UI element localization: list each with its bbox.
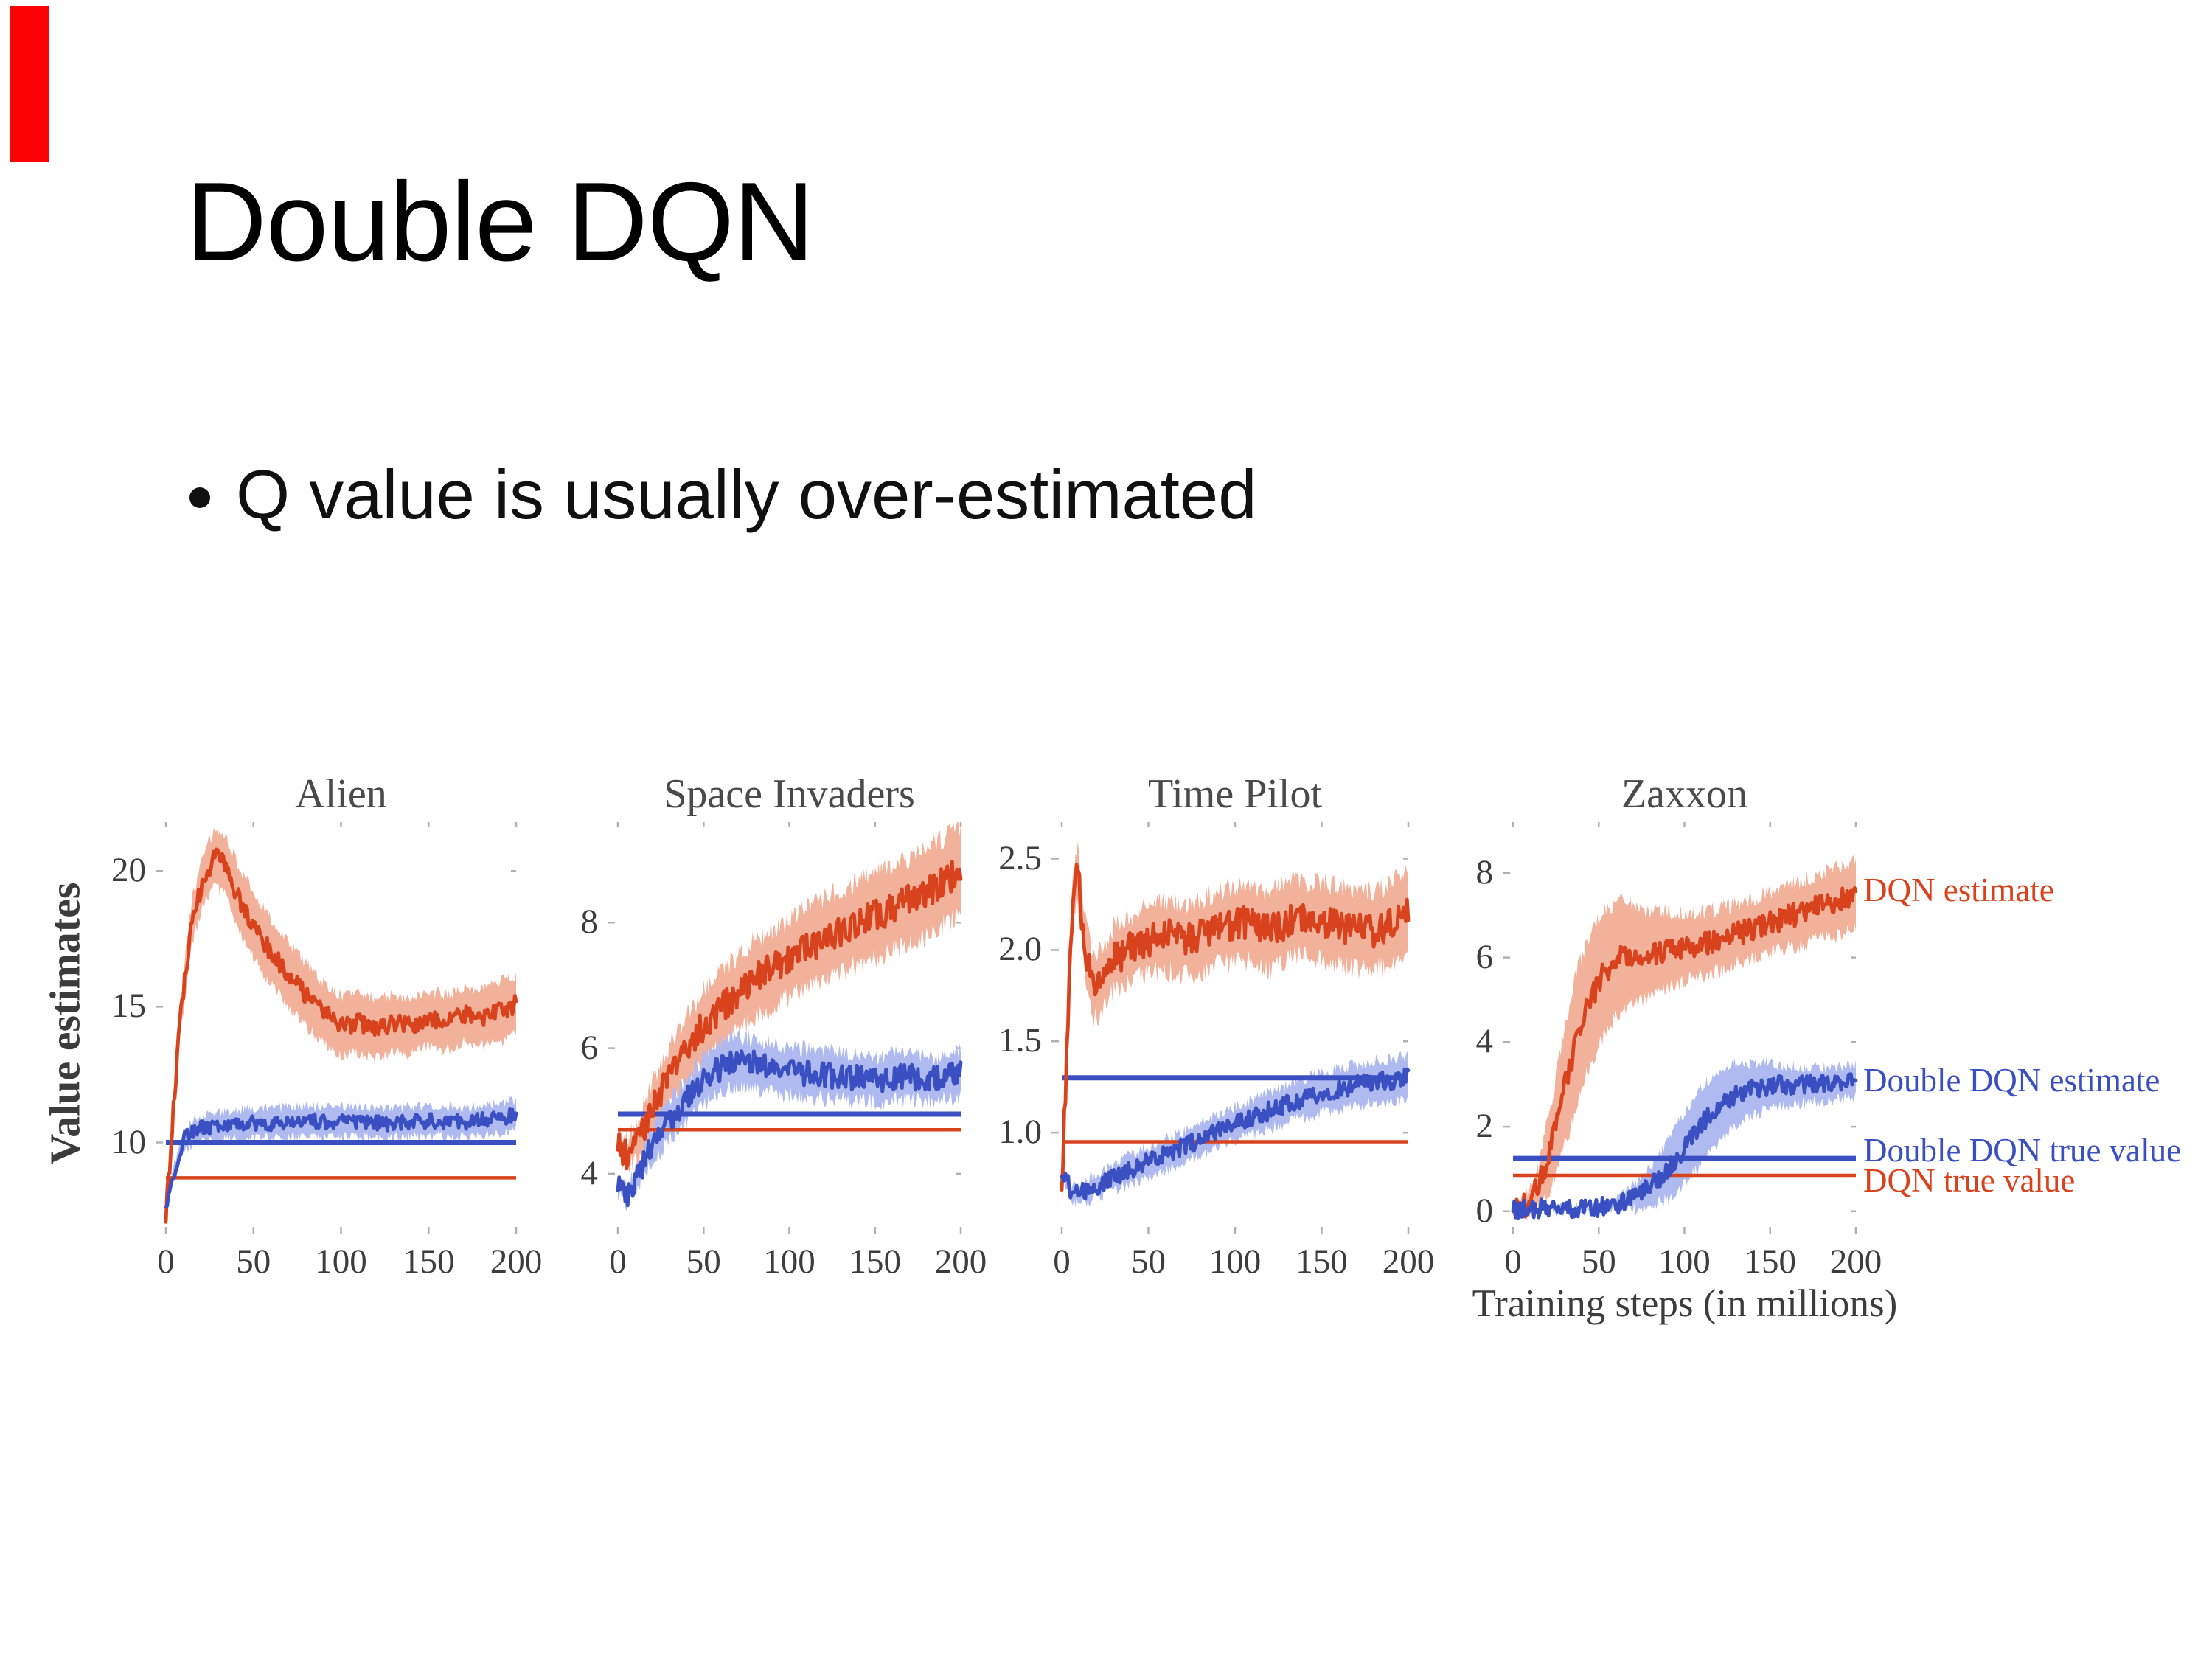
chart-time-pilot xyxy=(1051,822,1411,1234)
legend-label: Double DQN estimate xyxy=(1863,1061,2160,1099)
y-tick-label: 8 xyxy=(1475,852,1494,891)
x-tick-label: 200 xyxy=(1829,1242,1882,1281)
x-tick-label: 100 xyxy=(763,1242,815,1281)
x-tick-label: 100 xyxy=(1658,1242,1711,1281)
x-tick-label: 150 xyxy=(1295,1242,1348,1281)
y-tick-label: 2.5 xyxy=(998,838,1042,877)
y-tick-label: 4 xyxy=(1475,1022,1494,1061)
slide-title: Double DQN xyxy=(186,159,815,285)
x-tick-label: 50 xyxy=(1131,1242,1166,1281)
chart-title: Alien xyxy=(295,771,387,817)
chart-title: Space Invaders xyxy=(664,771,915,817)
series-line-dqn xyxy=(616,860,963,1171)
x-axis-label: Training steps (in millions) xyxy=(1472,1282,1898,1325)
y-tick-label: 8 xyxy=(580,902,599,942)
tick-marks xyxy=(1503,822,1857,1234)
bullet-list: Q value is usually over-estimated xyxy=(183,451,1256,538)
x-tick-label: 50 xyxy=(686,1242,721,1281)
x-tick-label: 100 xyxy=(1208,1242,1262,1281)
series-line-ddqn xyxy=(616,1049,963,1208)
y-tick-label: 2.0 xyxy=(998,930,1042,969)
x-tick-label: 200 xyxy=(1382,1242,1435,1281)
y-tick-label: 6 xyxy=(1475,937,1494,976)
series-line-dqn xyxy=(1060,863,1411,1192)
x-tick-label: 0 xyxy=(609,1242,627,1281)
figure: Value estimates Training steps (in milli… xyxy=(0,767,2212,1445)
x-tick-label: 150 xyxy=(849,1242,902,1281)
x-tick-label: 0 xyxy=(1504,1242,1522,1281)
y-tick-label: 2 xyxy=(1475,1107,1494,1146)
legend-label: Double DQN true value xyxy=(1863,1131,2182,1169)
band-ddqn xyxy=(1062,1051,1408,1208)
y-tick-label: 15 xyxy=(111,987,146,1026)
x-tick-label: 200 xyxy=(934,1242,987,1281)
chart-alien xyxy=(156,822,518,1234)
chart-title: Time Pilot xyxy=(1147,771,1323,817)
y-tick-label: 1.5 xyxy=(998,1021,1042,1060)
legend-label: DQN true value xyxy=(1863,1162,2076,1200)
y-tick-label: 1.0 xyxy=(998,1113,1042,1152)
chart-space-invaders xyxy=(608,822,963,1234)
tick-marks xyxy=(156,822,518,1234)
x-tick-label: 150 xyxy=(403,1242,455,1281)
series-line-ddqn xyxy=(1060,1067,1411,1201)
chart-title: Zaxxon xyxy=(1621,771,1748,817)
x-tick-label: 100 xyxy=(315,1242,367,1281)
y-tick-label: 0 xyxy=(1475,1191,1494,1230)
tick-marks xyxy=(608,822,962,1234)
y-tick-label: 4 xyxy=(580,1153,599,1192)
series-line-ddqn xyxy=(164,1107,518,1209)
x-tick-label: 50 xyxy=(236,1242,271,1281)
x-tick-label: 200 xyxy=(490,1242,543,1281)
y-tick-label: 20 xyxy=(111,851,146,890)
band-dqn xyxy=(1062,841,1408,1217)
bullet-point: Q value is usually over-estimated xyxy=(236,451,1256,538)
x-tick-label: 150 xyxy=(1744,1242,1797,1281)
series-line-dqn xyxy=(164,847,518,1224)
x-tick-label: 0 xyxy=(157,1242,175,1281)
band-ddqn xyxy=(166,1096,516,1211)
red-marker xyxy=(10,6,49,162)
x-tick-label: 50 xyxy=(1581,1242,1616,1281)
y-tick-label: 6 xyxy=(580,1028,599,1067)
series-line-dqn xyxy=(1511,886,1858,1219)
chart-zaxxon xyxy=(1503,822,1858,1234)
tick-marks xyxy=(1051,822,1410,1234)
x-tick-label: 0 xyxy=(1053,1242,1071,1281)
band-dqn xyxy=(1513,855,1856,1222)
legend-label: DQN estimate xyxy=(1863,871,2054,908)
series-line-ddqn xyxy=(1511,1072,1858,1220)
y-tick-label: 10 xyxy=(111,1122,146,1161)
